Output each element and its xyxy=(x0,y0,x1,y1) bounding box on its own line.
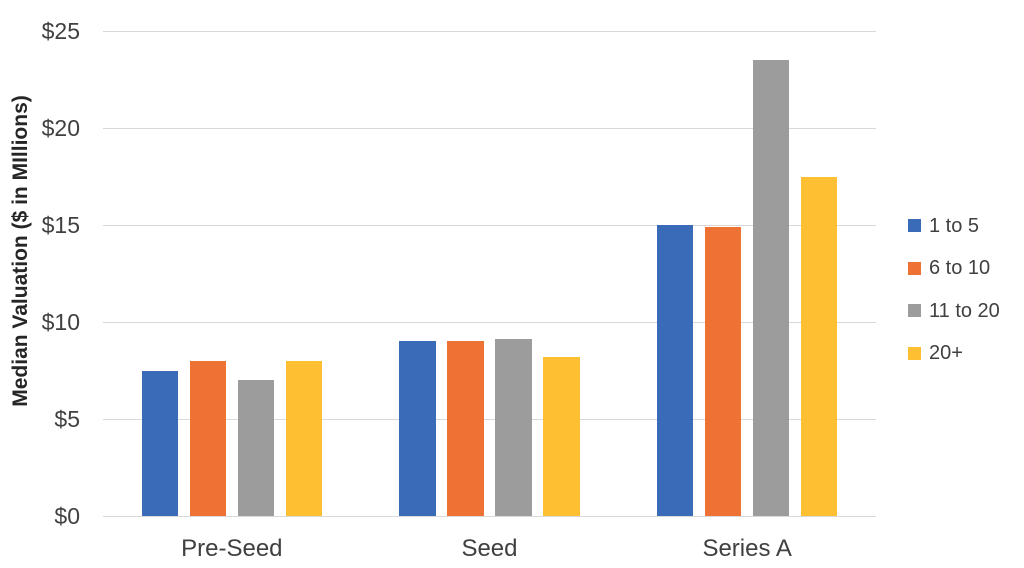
bar xyxy=(189,360,227,516)
legend-swatch-icon xyxy=(908,219,921,232)
bar xyxy=(543,356,580,516)
bar xyxy=(237,380,275,516)
gridline xyxy=(103,418,876,420)
bar xyxy=(447,341,484,516)
bar xyxy=(495,339,532,516)
bar xyxy=(752,60,790,516)
gridline xyxy=(103,30,876,32)
category-label: Series A xyxy=(702,535,792,562)
y-tick-label: $15 xyxy=(41,212,80,238)
bar xyxy=(800,176,838,516)
category-label: Seed xyxy=(461,535,518,562)
legend-item: 20+ xyxy=(908,340,1000,367)
bar xyxy=(704,226,742,516)
legend-label: 11 to 20 xyxy=(929,299,1000,322)
legend-label: 20+ xyxy=(929,342,963,364)
legend-swatch-icon xyxy=(908,346,921,360)
gridline xyxy=(103,321,876,323)
y-tick-label: $10 xyxy=(41,309,80,335)
legend-item: 1 to 5 xyxy=(908,212,1000,239)
y-tick-label: $20 xyxy=(41,115,80,141)
gridline xyxy=(103,127,876,129)
legend-swatch-icon xyxy=(908,304,921,317)
y-tick-label: $0 xyxy=(54,503,80,529)
legend-swatch-icon xyxy=(908,261,921,275)
gridline xyxy=(103,515,876,517)
bar xyxy=(399,341,436,516)
gridline xyxy=(103,224,876,226)
bar xyxy=(141,370,179,516)
legend-item: 6 to 10 xyxy=(908,255,1000,282)
legend-item: 11 to 20 xyxy=(908,297,1000,324)
bar xyxy=(656,225,694,516)
legend-label: 1 to 5 xyxy=(929,214,980,237)
y-tick-label: $5 xyxy=(54,406,80,432)
bar xyxy=(285,360,323,516)
legend: 1 to 5 6 to 10 11 to 20 20+ xyxy=(908,212,1000,382)
y-tick-label: $25 xyxy=(41,18,80,44)
category-label: Pre-Seed xyxy=(181,535,283,562)
legend-label: 6 to 10 xyxy=(929,257,991,279)
